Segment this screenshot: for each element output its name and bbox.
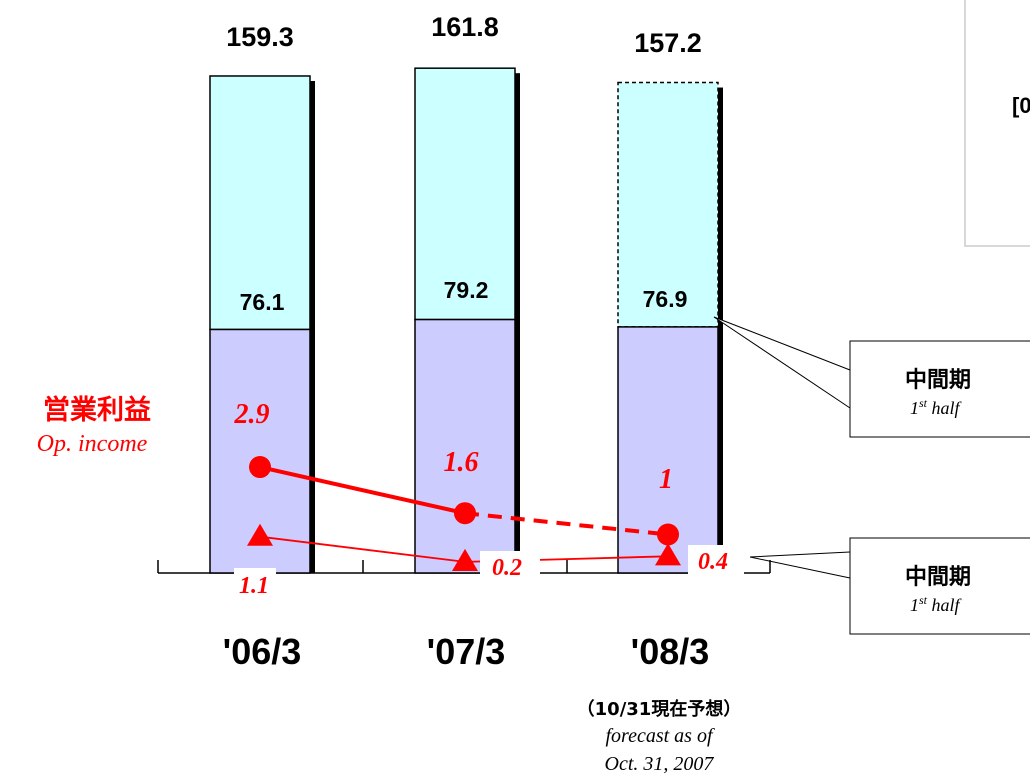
half-op-point-0: [247, 523, 273, 546]
series-label-en: Op. income: [37, 431, 148, 457]
op-income-segment-0: [259, 465, 466, 516]
callout-1-box: [849, 340, 1030, 438]
callout-1-sub-num: 1: [910, 398, 919, 418]
bar-shadow-1: [515, 73, 520, 574]
line-series: [247, 456, 681, 571]
half-op-label-0: 1.1: [239, 573, 269, 599]
op-income-label-1: 1.6: [444, 447, 479, 478]
half-label-0: 76.1: [240, 289, 285, 315]
label-bg-2: [688, 545, 744, 575]
half-op-point-1: [452, 548, 478, 571]
op-income-segment-1: [464, 511, 669, 537]
bar-fullyear-1: [414, 67, 516, 321]
category-label-1: '07/3: [427, 631, 506, 672]
partial-box: [964, 0, 1030, 247]
series-label-ja: 営業利益: [43, 394, 151, 426]
op-income-point-2: [657, 523, 679, 546]
half-label-2: 76.9: [643, 286, 688, 312]
callout-2-sub-tail: half: [927, 595, 963, 615]
callout-2-tail-line-a: [749, 551, 851, 558]
callout-1-tail-line-b: [713, 316, 851, 409]
half-op-point-2: [655, 543, 681, 566]
label-bg-1: [480, 551, 540, 581]
callout-2-box: [849, 537, 1030, 635]
label-bg-0: [234, 568, 276, 600]
bar-shadow-0: [310, 80, 315, 573]
half-label-1: 79.2: [444, 277, 489, 303]
bars: [209, 67, 723, 574]
callout-2-title: 中間期: [905, 565, 971, 590]
category-label-2: '08/3: [631, 631, 710, 672]
total-label-0: 159.3: [226, 22, 294, 52]
callout-1-sub: 1st half: [910, 396, 963, 418]
callout-2-sub-sup: st: [919, 593, 928, 607]
forecast-note-ja: （10/31現在予想）: [577, 698, 742, 720]
total-label-2: 157.2: [634, 28, 702, 58]
forecast-note-en-2: Oct. 31, 2007: [605, 753, 715, 775]
half-op-label-2: 0.4: [698, 549, 728, 575]
axis-ticks: [157, 560, 771, 573]
op-income-point-0: [249, 456, 271, 479]
callout-1-sub-sup: st: [919, 396, 928, 410]
callout-2-sub-num: 1: [910, 595, 919, 615]
callout-2-tail-line-b: [749, 556, 851, 579]
op-income-point-1: [454, 502, 476, 525]
forecast-note-en-1: forecast as of: [605, 725, 714, 747]
half-op-label-1: 0.2: [492, 555, 522, 581]
bar-firsthalf-1: [414, 318, 516, 574]
op-income-label-0: 2.9: [234, 399, 270, 430]
bar-fullyear-2: [617, 81, 719, 328]
callout-1-sub-tail: half: [927, 398, 963, 418]
callout-2-sub: 1st half: [910, 593, 963, 615]
partial-box-text: [0: [1012, 93, 1030, 118]
total-label-1: 161.8: [431, 12, 499, 42]
op-income-label-2: 1: [659, 464, 673, 495]
bar-fullyear-0: [209, 75, 311, 331]
callout-1-title: 中間期: [905, 368, 971, 393]
bar-shadow-2: [718, 87, 723, 573]
category-label-0: '06/3: [223, 631, 302, 672]
callout-1-tail-line-a: [713, 316, 851, 371]
